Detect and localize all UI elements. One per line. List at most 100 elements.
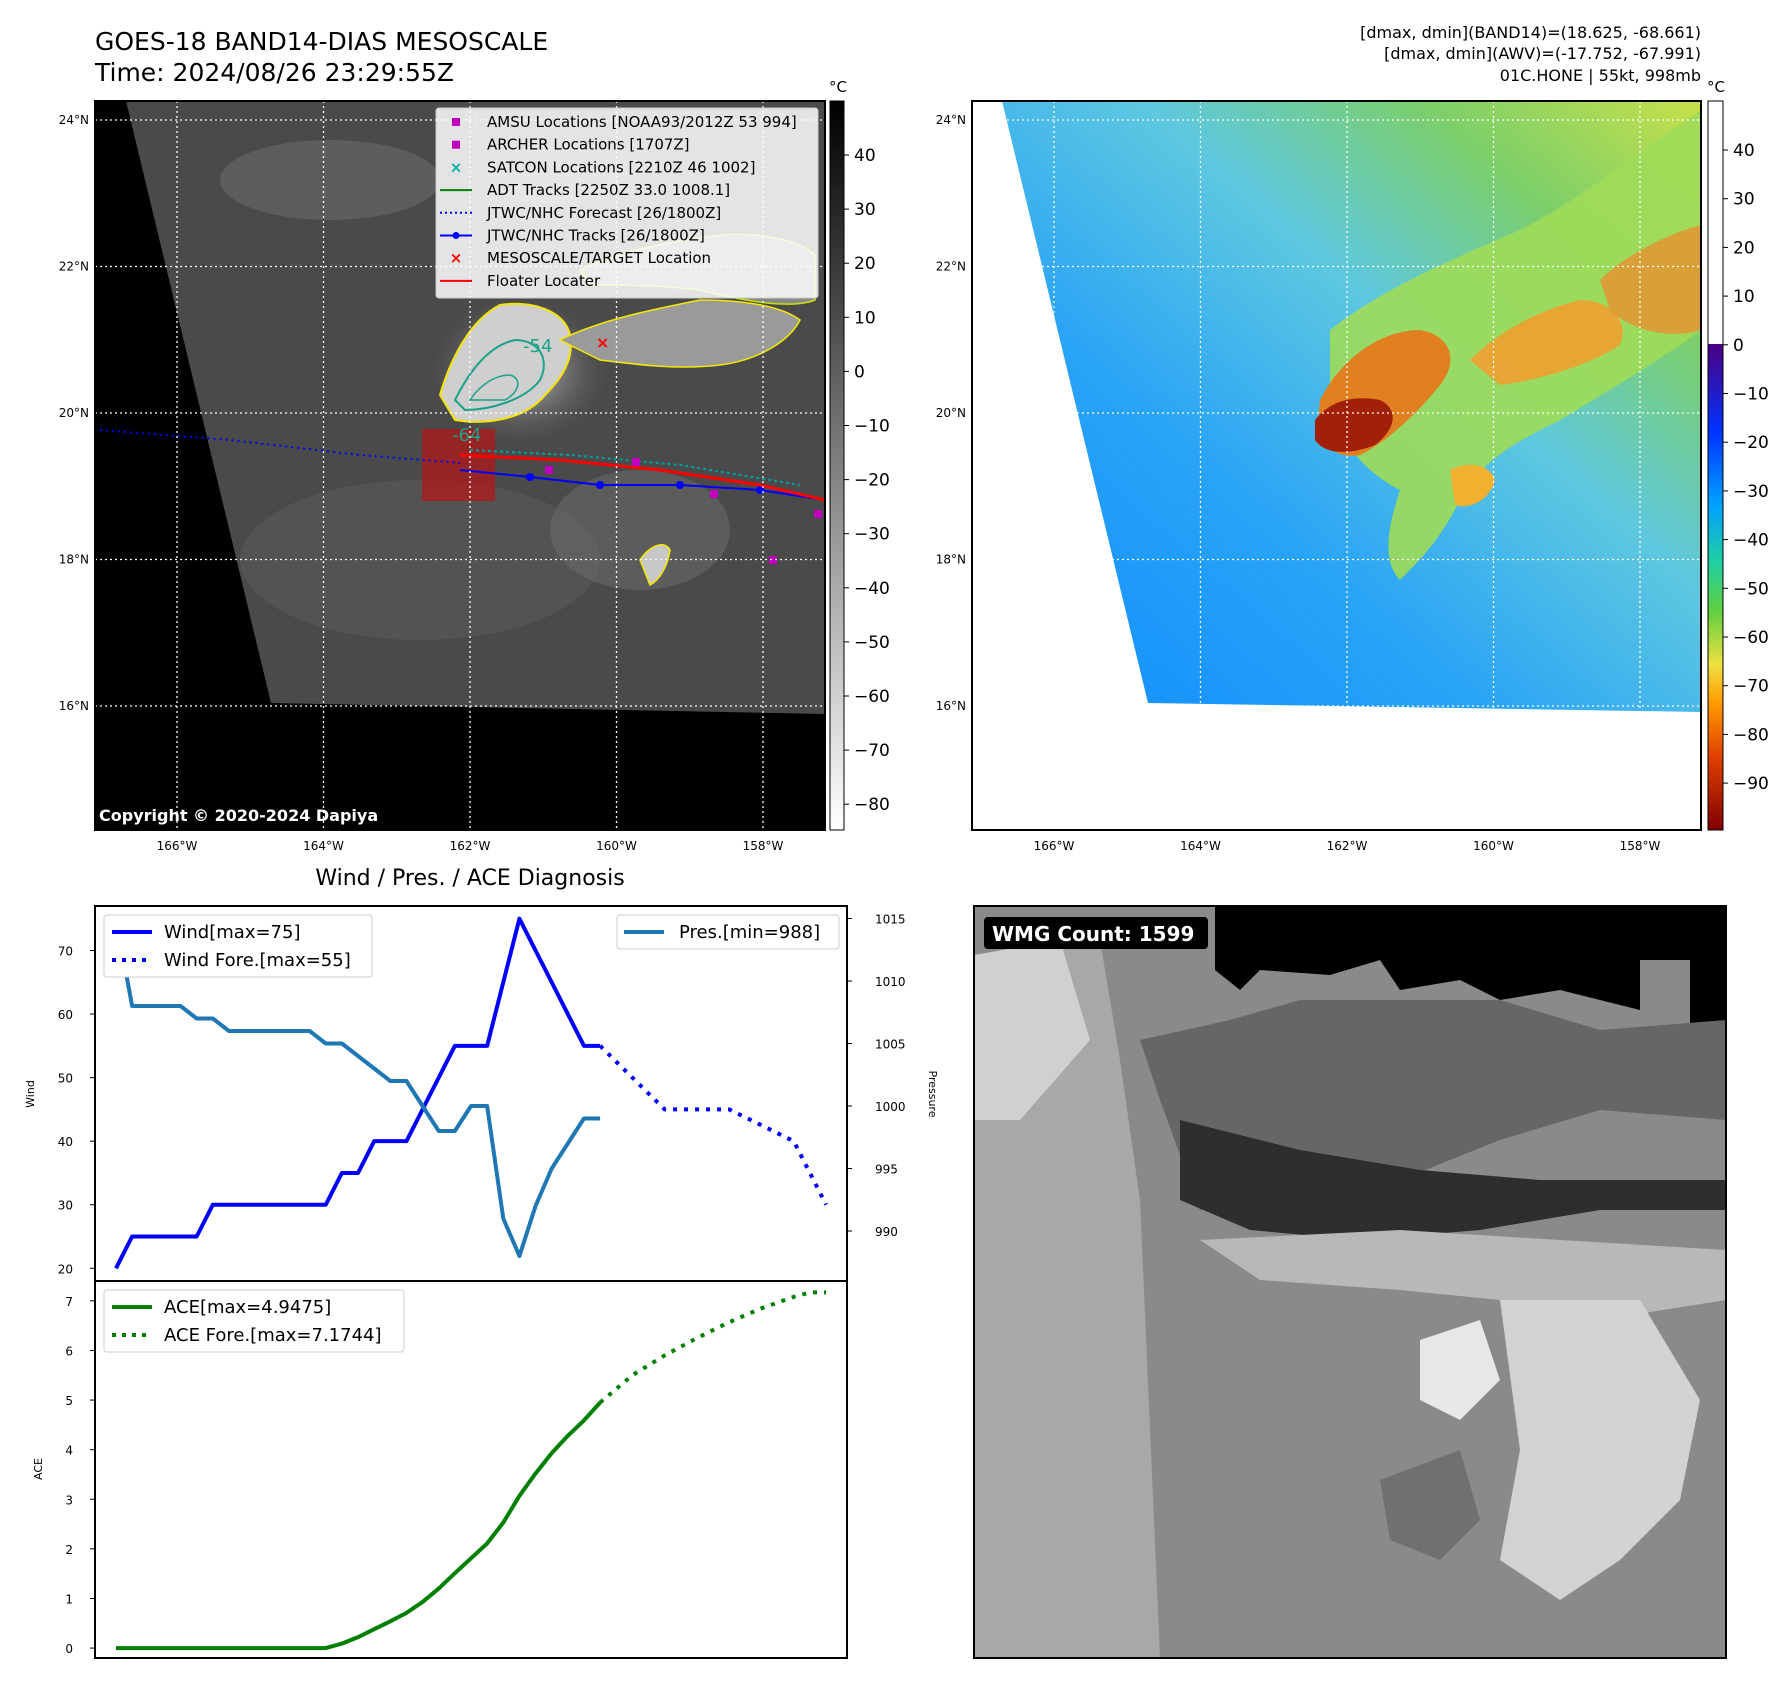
y-tick-label: 40 [58,1135,73,1149]
floater-locater-line [459,453,825,502]
enhanced-colorbar-tick-label: −70 [1733,677,1769,697]
ir-colorbar-gradient [829,100,845,831]
header-time: Time: 2024/08/26 23:29:55Z [94,58,454,87]
floater-locator-box [422,429,495,501]
y-tick-label: 60 [58,1008,73,1022]
enhanced-colorbar-tick-label: 40 [1733,141,1755,161]
ir-colorbar-tick-label: 30 [854,200,876,220]
enhanced-colorbar-tick-label: 20 [1733,238,1755,258]
ir-colorbar-tick-label: −50 [854,633,890,653]
enhanced-frame [971,100,1702,831]
ir-cloud-band [550,470,730,590]
legend-marker: × [450,158,463,176]
ir-lat-tick-label: 18°N [59,553,89,567]
ir-legend: AMSU Locations [NOAA93/2012Z 53 994] ARCH… [435,107,819,299]
enhanced-lat-tick-label: 20°N [936,406,966,420]
enhanced-colorbar-frame [1707,100,1724,831]
pres-series-line [114,918,601,1258]
enhanced-cloud-band [1470,300,1623,385]
amsu-location-marker [769,556,777,564]
y-tick-label: 2 [65,1543,73,1557]
jtwc-track-point [756,486,764,494]
enhanced-colorbar-tick-label: 0 [1733,336,1744,356]
enhanced-colorbar-tick-label: −20 [1733,433,1769,453]
ir-colorbar-tick-label: 0 [854,362,865,382]
ir-frame [94,100,826,831]
wmg-bright-region [1420,1320,1500,1420]
wmg-region [1380,1450,1480,1560]
wmg-panel: WMG Count: 1599 [973,905,1727,1659]
header-title: GOES-18 BAND14-DIAS MESOSCALE [95,27,548,56]
ir-lon-tick-label: 158°W [743,839,784,853]
enhanced-colorbar-tick-label: −30 [1733,482,1769,502]
wmg-light-region [1500,1300,1700,1600]
enhanced-colorbar-tick-label: −10 [1733,385,1769,405]
ir-lat-tick-label: 20°N [59,406,89,420]
ir-colorbar-tick-label: −70 [854,741,890,761]
wmg-count-label: WMG Count: 1599 [992,922,1194,946]
jtwc-track-point [596,481,604,489]
ir-lon-tick-label: 162°W [450,839,491,853]
ir-lat-tick-label: 24°N [59,113,89,127]
ir-satellite-panel: -54 -64 × 166°W 164°W 162°W 160°W 158°W 24°N 2… [59,100,826,853]
mesoscale-target-marker: × [596,333,609,352]
wmg-dark-region [1215,906,1726,1080]
y-tick-label: 7 [65,1295,73,1309]
y-tick-label: 20 [58,1262,73,1276]
jtwc-track-point [526,473,534,481]
enhanced-colorbar-warm [1708,101,1723,344]
enhanced-gridlines: 166°W 164°W 162°W 160°W 158°W 24°N 22°N 20°N 18°… [936,101,1701,853]
wmg-region [974,940,1160,1658]
legend-label: Wind Fore.[max=55] [164,950,351,971]
ir-colorbar-tick-label: −60 [854,687,890,707]
enhanced-lon-tick-label: 166°W [1034,839,1075,853]
wind-pressure-chart: Wind / Pres. / ACE Diagnosis Wind Pressu… [24,866,939,1282]
chart-title: Wind / Pres. / ACE Diagnosis [315,866,624,891]
wind-fore-series-line [598,1044,828,1206]
legend-label: ACE[max=4.9475] [164,1297,331,1318]
y-right-tick-label: 1005 [875,1038,906,1052]
ir-lon-tick-label: 166°W [157,839,198,853]
legend-label: SATCON Locations [2210Z 46 1002] [487,158,755,176]
enhanced-colorbar-tick-label: −50 [1733,579,1769,599]
contour-label: -64 [452,425,481,446]
ir-lat-tick-label: 22°N [59,260,89,274]
ir-contour [453,338,545,412]
y-right-tick-label: 990 [875,1225,898,1239]
aceseries-line [115,1401,602,1651]
ir-colorbar: °C 40 30 20 10 0 −10 −20 −30 −40 −50 −60 −70 −80 [829,78,890,831]
archer-location-marker [710,490,718,498]
y-tick-label: 50 [58,1072,73,1086]
enhanced-colorbar-unit: °C [1707,78,1725,96]
legend-marker [452,140,460,149]
enhanced-cloud-band [1600,225,1701,334]
enhanced-lon-tick-label: 160°W [1473,839,1514,853]
legend-label: AMSU Locations [NOAA93/2012Z 53 994] [487,113,797,131]
enhanced-colorbar-tick-label: −90 [1733,774,1769,794]
pressure-axis-label: Pressure [926,1071,939,1118]
ace-legend [103,1289,405,1353]
enhanced-panel: 166°W 164°W 162°W 160°W 158°W 24°N 22°N 20°N 18°… [936,100,1702,853]
ace-chart: ACE 0 1 2 3 4 5 6 7 ACE[max=4.9475] ACE Fore.[m… [32,1280,848,1659]
ir-colorbar-tick-label: 40 [854,146,876,166]
wind-legend [103,914,373,978]
y-tick-label: 5 [65,1394,73,1408]
legend-label: MESOSCALE/TARGET Location [487,249,711,267]
legend-label: Wind[max=75] [164,922,301,943]
ace-axis-label: ACE [32,1458,45,1480]
ir-colorbar-tick-label: 20 [854,254,876,274]
ir-lat-tick-label: 16°N [59,699,89,713]
y-tick-label: 70 [58,944,73,958]
enhanced-core [1315,398,1393,452]
wmg-count-badge [984,917,1208,949]
y-tick-label: 3 [65,1493,73,1507]
legend-label: ARCHER Locations [1707Z] [487,136,690,154]
ir-lon-tick-label: 160°W [596,839,637,853]
y-tick-label: 6 [65,1344,73,1358]
enhanced-lon-tick-label: 164°W [1180,839,1221,853]
enhanced-colorbar-tick-label: −60 [1733,628,1769,648]
legend-label: JTWC/NHC Tracks [26/1800Z] [486,227,705,245]
jtwc-track-line [459,469,825,501]
ir-colorbar-tick-label: −80 [854,795,890,815]
